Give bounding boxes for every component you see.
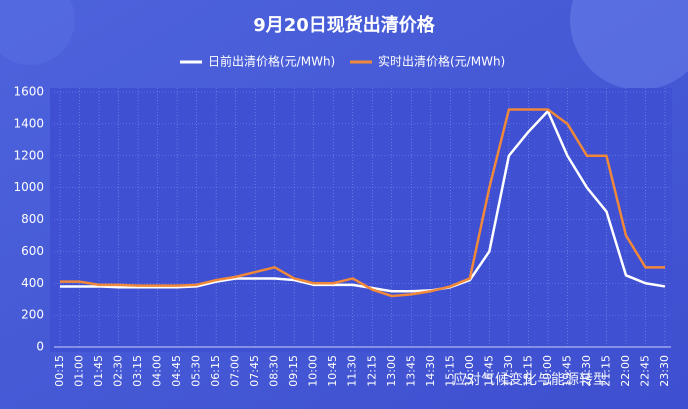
- decor: [570, 0, 688, 90]
- line-series: [60, 108, 665, 298]
- x-tick-label: 22:00: [619, 355, 632, 387]
- line-series: [60, 109, 666, 293]
- legend-label: 日前出清价格(元/MWh): [208, 54, 335, 69]
- x-tick-label: 09:15: [287, 355, 300, 387]
- x-tick-label: 05:30: [190, 355, 203, 387]
- x-tick-label: 04:00: [151, 355, 164, 387]
- chart-title: 9月20日现货出清价格: [253, 14, 436, 36]
- x-tick-label: 12:15: [365, 355, 378, 387]
- y-tick-label: 1000: [13, 180, 44, 194]
- x-tick-label: 17:30: [502, 355, 515, 387]
- x-tick-label: 10:00: [307, 355, 320, 387]
- x-tick-label: 22:45: [638, 355, 651, 387]
- x-tick-label: 20:30: [580, 355, 593, 387]
- y-tick-label: 600: [21, 244, 44, 258]
- decor: [0, 0, 75, 65]
- plot-area: [50, 88, 672, 352]
- x-tick-label: 01:45: [92, 355, 105, 387]
- x-tick-label: 11:30: [346, 355, 359, 387]
- y-tick-label: 1400: [13, 116, 44, 130]
- x-tick-label: 16:00: [463, 355, 476, 387]
- x-tick-label: 07:45: [248, 355, 261, 387]
- y-tick-label: 200: [21, 308, 44, 322]
- x-tick-label: 19:45: [560, 355, 573, 387]
- y-tick-label: 1200: [13, 148, 44, 162]
- x-tick-label: 07:00: [229, 355, 242, 387]
- x-tick-label: 01:00: [73, 355, 86, 387]
- x-tick-label: 00:15: [53, 355, 66, 387]
- x-tick-label: 02:30: [112, 355, 125, 387]
- x-tick-label: 08:30: [268, 355, 281, 387]
- x-tick-label: 21:15: [599, 355, 612, 387]
- x-tick-label: 23:30: [658, 355, 671, 387]
- y-tick-label: 400: [21, 276, 44, 290]
- legend-label: 实时出清价格(元/MWh): [378, 54, 505, 69]
- watermark: 应对气候变化与能源转型: [453, 371, 607, 388]
- x-tick-label: 18:15: [521, 355, 534, 387]
- x-tick-label: 13:00: [385, 355, 398, 387]
- y-tick-label: 800: [21, 212, 44, 226]
- x-tick-label: 06:15: [209, 355, 222, 387]
- x-tick-label: 10:45: [326, 355, 339, 387]
- x-tick-label: 15:15: [443, 355, 456, 387]
- x-tick-label: 13:45: [404, 355, 417, 387]
- x-tick-label: 19:00: [541, 355, 554, 387]
- x-tick-label: 03:15: [131, 355, 144, 387]
- y-tick-label: 0: [36, 340, 44, 354]
- x-tick-label: 14:30: [424, 355, 437, 387]
- y-tick-label: 1600: [13, 85, 44, 99]
- x-tick-label: 04:45: [170, 355, 183, 387]
- x-tick-label: 16:45: [482, 355, 495, 387]
